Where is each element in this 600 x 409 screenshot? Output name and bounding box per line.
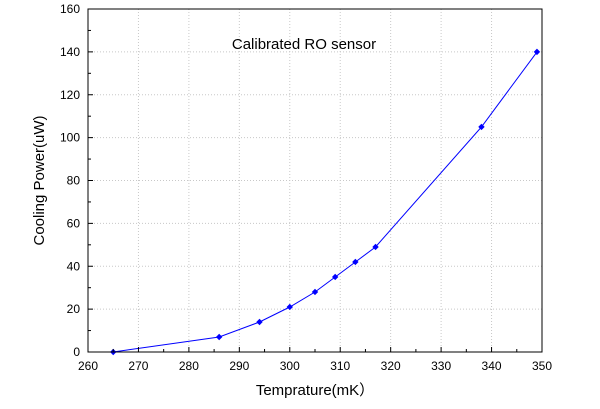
x-tick-label: 340	[482, 359, 502, 373]
y-tick-label: 60	[67, 216, 81, 230]
data-point-marker	[311, 288, 319, 296]
x-tick-label: 260	[78, 359, 98, 373]
series-line	[113, 51, 538, 353]
data-point-marker	[352, 258, 359, 266]
plot-frame	[87, 8, 543, 353]
y-tick-label: 100	[60, 131, 80, 145]
y-axis-label: Cooling Power(uW)	[31, 115, 48, 245]
data-point-marker	[478, 123, 485, 131]
data-point-marker	[256, 318, 263, 326]
x-tick-label: 300	[280, 359, 300, 373]
y-tick-label: 120	[60, 88, 80, 102]
x-tick-label: 270	[128, 359, 148, 373]
y-tick-label: 0	[73, 345, 80, 359]
data-point-marker	[372, 243, 379, 251]
axis-ticks	[87, 8, 543, 353]
y-tick-labels: 0 20 40 60 80 100 120 140 160	[60, 2, 80, 359]
data-point-marker	[331, 273, 339, 281]
x-axis-label: Temprature(mK）	[256, 382, 374, 399]
x-tick-label: 280	[179, 359, 199, 373]
y-tick-label: 140	[60, 45, 80, 59]
x-tick-label: 290	[229, 359, 249, 373]
y-tick-label: 40	[67, 259, 81, 273]
x-tick-label: 310	[330, 359, 350, 373]
chart-annotation: Calibrated RO sensor	[232, 36, 376, 53]
data-point-marker	[286, 303, 293, 311]
data-point-marker	[533, 48, 541, 56]
x-tick-label: 330	[431, 359, 451, 373]
grid-lines	[88, 9, 542, 352]
data-point-marker	[215, 333, 223, 341]
y-tick-label: 80	[67, 174, 81, 188]
x-tick-label: 350	[532, 359, 552, 373]
y-tick-label: 160	[60, 2, 80, 16]
x-tick-labels: 260 270 280 290 300 310 320 330 340 350	[78, 359, 552, 373]
series-line-path	[113, 51, 538, 353]
x-tick-label: 320	[381, 359, 401, 373]
y-tick-label: 20	[67, 302, 81, 316]
